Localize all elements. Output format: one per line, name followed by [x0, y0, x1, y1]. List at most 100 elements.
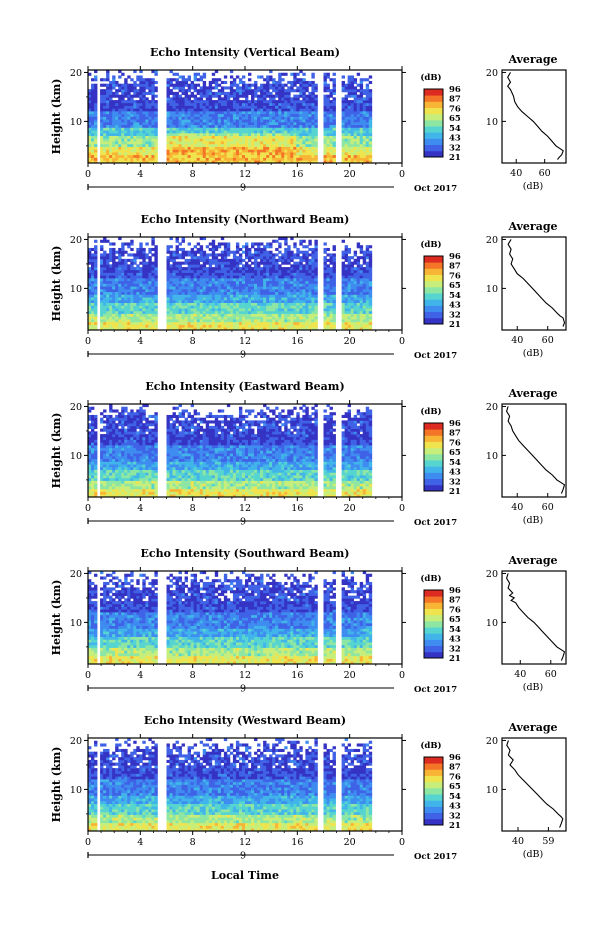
heatmap-cell [260, 308, 264, 312]
heatmap-cell [241, 146, 246, 150]
heatmap-cell [269, 269, 273, 273]
heatmap-cell [260, 242, 264, 246]
heatmap-cell [347, 146, 352, 150]
heatmap-cell [193, 267, 198, 271]
heatmap-cell [299, 116, 303, 120]
heatmap-cell [347, 313, 352, 317]
heatmap-cell [172, 286, 176, 290]
heatmap-cell [145, 143, 149, 147]
heatmap-cell [368, 100, 373, 104]
heatmap-cell [226, 111, 231, 115]
heatmap-cell [353, 119, 358, 123]
heatmap-cell [302, 313, 306, 317]
heatmap-cell [314, 327, 318, 331]
heatmap-cell [130, 149, 134, 153]
heatmap-cell [293, 124, 297, 128]
heatmap-cell [208, 152, 213, 156]
heatmap-cell [145, 264, 149, 268]
heatmap-cell [347, 321, 352, 325]
heatmap-cell [353, 154, 358, 158]
heatmap-cell [299, 78, 303, 82]
heatmap-cell [308, 283, 312, 287]
heatmap-cell [214, 267, 219, 271]
heatmap-cell [241, 275, 246, 279]
heatmap-cell [199, 321, 204, 325]
heatmap-cell [248, 111, 252, 115]
heatmap-cell [232, 291, 237, 295]
heatmap-cell [91, 121, 95, 126]
heatmap-cell [88, 102, 92, 106]
heatmap-cell [232, 267, 237, 271]
heatmap-cell [308, 294, 312, 298]
heatmap-cell [178, 308, 182, 312]
heatmap-cell [254, 294, 258, 298]
heatmap-cell [139, 108, 143, 112]
heatmap-cell [287, 127, 291, 131]
heatmap-cell [172, 291, 176, 295]
heatmap-cell [284, 286, 288, 290]
heatmap-cell [181, 278, 185, 282]
heatmap-cell [196, 319, 201, 323]
heatmap-cell [187, 113, 191, 117]
heatmap-cell [329, 152, 333, 156]
heatmap-cell [241, 157, 246, 161]
heatmap-cell [238, 302, 243, 306]
heatmap-cell [284, 157, 288, 161]
heatmap-cell [323, 294, 327, 298]
heatmap-cell [175, 130, 179, 134]
heatmap-cell [151, 80, 155, 85]
heatmap-cell [136, 288, 140, 293]
heatmap-cell [208, 94, 213, 98]
heatmap-cell [266, 319, 270, 323]
heatmap-cell [208, 305, 213, 309]
heatmap-cell [199, 154, 204, 158]
heatmap-cell [254, 280, 258, 284]
heatmap-cell [199, 313, 204, 317]
heatmap-cell [344, 135, 348, 139]
heatmap-cell [229, 308, 234, 312]
heatmap-cell [359, 143, 364, 147]
heatmap-cell [235, 157, 240, 161]
heatmap-cell [196, 291, 201, 295]
heatmap-cell [124, 127, 128, 131]
heatmap-cell [275, 275, 279, 279]
heatmap-cell [142, 291, 146, 295]
heatmap-cell [308, 83, 312, 87]
heatmap-cell [293, 297, 297, 301]
heatmap-cell [275, 278, 279, 282]
heatmap-cell [136, 132, 140, 136]
heatmap-cell [326, 313, 330, 317]
heatmap-cell [235, 132, 240, 136]
heatmap-cell [287, 286, 291, 290]
heatmap-cell [118, 138, 122, 142]
heatmap-cell [130, 146, 134, 150]
heatmap-cell [187, 269, 191, 273]
heatmap-cell [172, 124, 176, 128]
heatmap-cell [260, 327, 264, 331]
heatmap-cell [199, 245, 204, 249]
heatmap-cell [245, 256, 249, 260]
heatmap-cell [199, 327, 204, 331]
heatmap-cell [88, 286, 92, 290]
heatmap-cell [94, 239, 98, 243]
heatmap-cell [178, 267, 182, 271]
heatmap-cell [115, 250, 119, 254]
heatmap-cell [266, 127, 270, 131]
heatmap-cell [281, 297, 285, 301]
heatmap-cell [278, 83, 282, 87]
heatmap-cell [353, 160, 358, 164]
heatmap-cell [284, 102, 288, 106]
heatmap-cell [217, 302, 222, 306]
heatmap-cell [154, 113, 158, 117]
heatmap-cell [166, 269, 170, 273]
heatmap-cell [326, 283, 330, 287]
heatmap-cell [109, 80, 113, 85]
heatmap-cell [205, 258, 210, 262]
heatmap-cell [365, 119, 370, 123]
heatmap-cell [190, 286, 195, 290]
heatmap-cell [202, 316, 207, 320]
heatmap-cell [208, 278, 213, 282]
heatmap-cell [235, 141, 240, 145]
heatmap-cell [130, 89, 134, 93]
heatmap-cell [257, 113, 261, 117]
